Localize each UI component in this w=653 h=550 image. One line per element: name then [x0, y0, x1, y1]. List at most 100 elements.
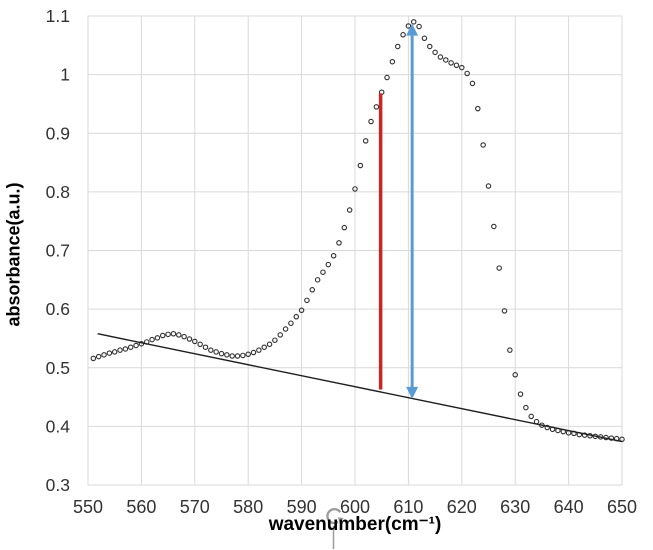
plot-border	[87, 15, 623, 486]
absorbance-spectrum-point	[325, 261, 332, 268]
absorbance-spectrum-point	[507, 347, 513, 353]
absorbance-spectrum-point	[122, 346, 129, 352]
y-axis-title: absorbance(a.u.)	[3, 182, 24, 327]
rotate-cursor-arrowhead	[336, 516, 347, 525]
y-tick-label: 0.6	[46, 299, 70, 319]
absorbance-spectrum-point	[373, 104, 380, 110]
absorbance-spectrum-point	[608, 435, 615, 441]
y-tick-label: 1	[60, 65, 70, 85]
absorbance-spectrum-point	[149, 336, 155, 343]
absorbance-spectrum-point	[101, 352, 107, 358]
absorbance-spectrum-point	[133, 342, 139, 349]
absorbance-spectrum-point	[186, 336, 193, 342]
x-tick-label: 610	[393, 497, 423, 517]
absorbance-spectrum-point	[485, 183, 492, 189]
x-tick-label: 570	[180, 497, 210, 517]
absorbance-spectrum-point	[213, 349, 219, 355]
x-tick-label: 580	[233, 497, 263, 517]
absorbance-spectrum-point	[453, 62, 460, 68]
baseline-line	[97, 333, 623, 443]
absorbance-spectrum-point	[170, 330, 177, 337]
absorbance-spectrum-point	[218, 350, 225, 357]
absorbance-spectrum-point	[581, 432, 588, 438]
absorbance-spectrum-point	[309, 287, 316, 293]
x-tick-label: 550	[73, 497, 103, 517]
x-tick-label: 640	[554, 497, 584, 517]
absorbance-spectrum-point	[95, 353, 102, 360]
absorbance-spectrum-point	[245, 351, 251, 358]
absorbance-spectrum-point	[405, 23, 412, 29]
y-tick-label: 0.7	[46, 241, 70, 261]
absorbance-spectrum-point	[475, 105, 481, 112]
absorbance-spectrum-point	[480, 142, 486, 148]
absorbance-spectrum-point	[341, 224, 348, 231]
absorbance-spectrum-point	[523, 404, 529, 411]
x-axis-title: wavenumber(cm⁻¹)	[268, 514, 442, 535]
absorbance-spectrum-point	[394, 43, 401, 50]
absorbance-spectrum-point	[272, 337, 278, 343]
absorbance-spectrum-point	[427, 43, 433, 50]
absorbance-spectrum-point	[501, 308, 508, 314]
absorbance-spectrum-point	[357, 162, 364, 169]
absorbance-spectrum-point	[469, 80, 476, 87]
absorbance-spectrum-point	[234, 353, 241, 359]
absorbance-spectrum-point	[106, 350, 113, 356]
absorbance-spectrum-point	[266, 341, 273, 348]
absorbance-spectrum-point	[282, 326, 289, 332]
absorbance-spectrum-point	[240, 352, 246, 359]
absorbance-spectrum-point	[298, 307, 305, 314]
absorbance-spectrum-point	[250, 349, 257, 356]
absorbance-spectrum-point	[330, 253, 337, 259]
absorbance-spectrum-point	[314, 277, 321, 283]
absorbance-spectrum-point	[154, 335, 161, 341]
absorbance-spectrum-point	[517, 391, 524, 397]
absorbance-spectrum-point	[127, 344, 134, 350]
absorbance-spectrum-point	[165, 331, 171, 338]
absorbance-spectrum-point	[277, 332, 283, 338]
absorbance-spectrum-point	[160, 332, 166, 339]
absorbance-spectrum-point	[544, 424, 550, 431]
absorbance-spectrum-point	[448, 60, 454, 66]
absorbance-spectrum-point	[432, 49, 438, 56]
x-tick-label: 560	[126, 497, 156, 517]
absorbance-spectrum-point	[512, 372, 518, 378]
y-tick-label: 1.1	[46, 6, 70, 26]
absorbance-spectrum-point	[362, 138, 369, 144]
absorbance-spectrum-point	[384, 74, 390, 81]
x-tick-label: 590	[287, 497, 317, 517]
blue-peak-height-arrow-head-bottom	[406, 386, 419, 399]
absorbance-spectrum-point	[176, 332, 182, 338]
absorbance-spectrum-point	[224, 352, 230, 358]
x-tick-label: 600	[340, 497, 370, 517]
y-tick-label: 0.8	[46, 182, 70, 202]
absorbance-spectrum-point	[346, 207, 353, 213]
absorbance-spectrum-point	[117, 347, 123, 353]
absorbance-spectrum-point	[288, 320, 294, 326]
absorbance-spectrum-point	[528, 413, 534, 420]
x-tick-label: 630	[500, 497, 530, 517]
absorbance-spectrum-point	[304, 297, 310, 304]
y-tick-label: 0.5	[46, 358, 70, 378]
absorbance-spectrum-point	[208, 347, 214, 353]
absorbance-spectrum-point	[389, 58, 396, 65]
absorbance-spectrum-point	[320, 269, 326, 275]
absorbance-spectrum-point	[410, 19, 417, 25]
absorbance-spectrum-point	[421, 35, 428, 42]
absorbance-spectrum-point	[464, 70, 470, 77]
absorbance-spectrum-point	[336, 240, 342, 246]
absorbance-spectrum-point	[229, 353, 235, 359]
y-tick-label: 0.4	[46, 416, 71, 436]
absorbance-spectrum-point	[181, 333, 187, 340]
absorbance-spectrum-point	[261, 344, 267, 350]
absorbance-spectrum-point	[90, 355, 97, 362]
absorbance-spectrum-point	[352, 186, 358, 192]
absorbance-spectrum-point	[496, 265, 502, 271]
absorbance-spectrum-point	[491, 223, 497, 230]
absorbance-spectrum-point	[443, 57, 449, 63]
absorbance-spectrum-point	[192, 338, 198, 345]
absorbance-spectrum-point	[437, 54, 444, 60]
y-tick-label: 0.9	[46, 123, 70, 143]
rotate-cursor-icon	[326, 507, 343, 525]
blue-peak-height-arrow-head-top	[406, 23, 419, 36]
